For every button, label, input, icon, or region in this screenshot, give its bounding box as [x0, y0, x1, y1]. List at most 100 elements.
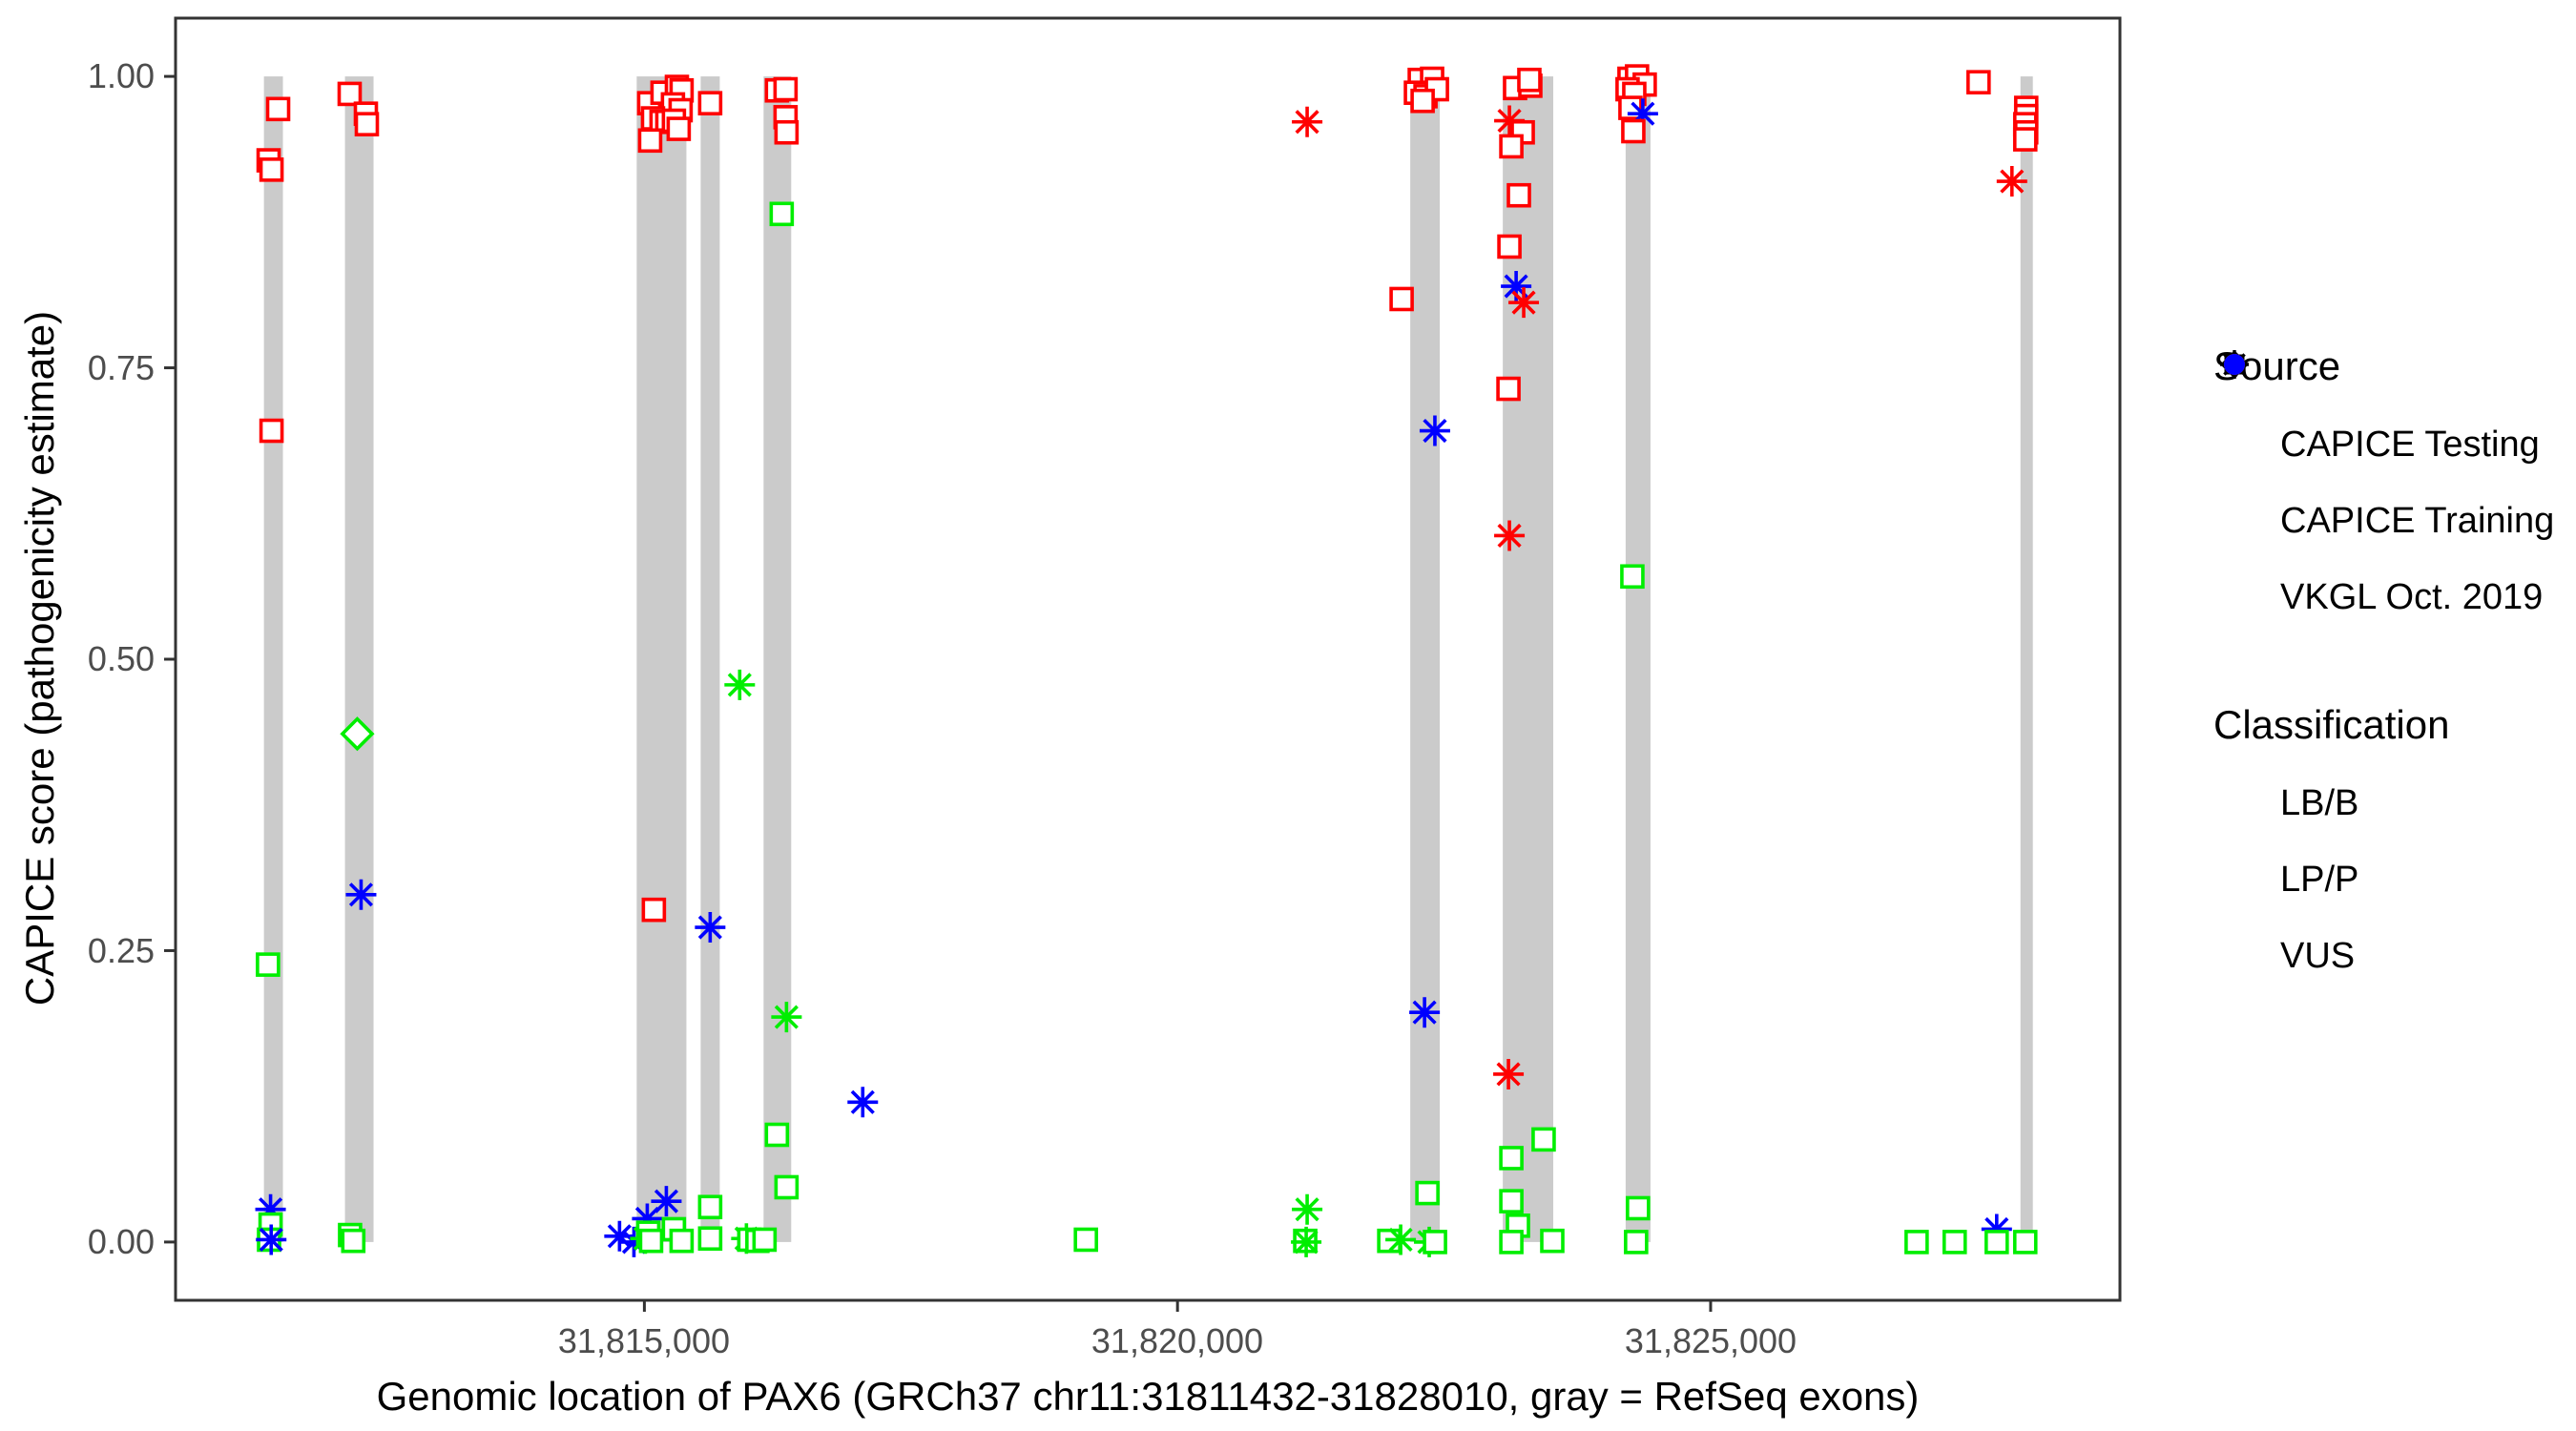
legend-item-capice-testing: CAPICE Testing	[2213, 350, 2566, 483]
data-point-diamond	[340, 716, 375, 752]
legend-item-label: CAPICE Testing	[2280, 424, 2540, 465]
data-point-asterisk	[695, 912, 726, 944]
exon-bar	[763, 76, 792, 1242]
data-point-square	[1497, 234, 1522, 259]
x-tick-label: 31,820,000	[1091, 1321, 1264, 1360]
data-point-square	[341, 1228, 366, 1254]
data-point-square	[697, 1226, 723, 1252]
data-point-asterisk	[255, 1193, 286, 1225]
data-point-square	[1984, 1230, 2009, 1255]
data-point-square	[2012, 1230, 2038, 1255]
data-point-square	[1620, 564, 1645, 590]
data-point-square	[1966, 70, 1991, 94]
exon-bar	[2020, 76, 2033, 1242]
legend-item-vkgl: VKGL Oct. 2019	[2213, 350, 2566, 635]
data-point-square	[1499, 1146, 1524, 1171]
data-point-square	[1423, 1230, 1447, 1255]
legend-item-lpp: LP/P	[2213, 354, 2566, 918]
data-point-asterisk	[847, 1087, 879, 1118]
data-point-square	[1506, 182, 1531, 208]
data-point-asterisk	[1291, 1226, 1322, 1257]
data-point-asterisk	[771, 1002, 802, 1033]
y-tick-label: 0.25	[87, 931, 155, 970]
data-point-asterisk	[1508, 287, 1540, 319]
data-point-square	[774, 119, 800, 145]
y-tick-label: 0.50	[87, 639, 155, 678]
y-tick-label: 1.00	[87, 56, 155, 95]
data-point-square	[773, 76, 799, 102]
data-point-square	[259, 157, 284, 182]
data-point-asterisk	[604, 1220, 635, 1252]
x-tick-label: 31,825,000	[1624, 1321, 1797, 1360]
data-point-square	[1904, 1230, 1929, 1255]
axis-ticks	[164, 74, 1713, 1312]
data-point-asterisk	[1385, 1224, 1417, 1255]
legend: Source CAPICE Testing CAPICE Training VK…	[2213, 343, 2566, 994]
data-point-square	[259, 418, 284, 444]
data-point-square	[2012, 127, 2038, 152]
legend-item-capice-training: CAPICE Training	[2213, 354, 2566, 559]
data-point-asterisk	[1501, 271, 1532, 302]
legend-item-lbb: LB/B	[2213, 354, 2566, 841]
data-point-square	[697, 91, 723, 115]
y-tick-label: 0.75	[87, 348, 155, 387]
data-point-square	[669, 1228, 695, 1254]
panel-border	[174, 16, 2122, 1302]
exon-bar	[1625, 76, 1651, 1242]
data-point-asterisk	[1494, 105, 1526, 136]
legend-item-label: VUS	[2280, 935, 2356, 976]
data-point-square	[337, 81, 363, 107]
exon-bar	[1503, 76, 1554, 1242]
data-point-square	[1499, 1230, 1524, 1255]
legend-item-vus: VUS	[2213, 354, 2566, 994]
x-axis-title: Genomic location of PAX6 (GRCh37 chr11:3…	[376, 1374, 1920, 1419]
legend-item-label: LP/P	[2280, 859, 2359, 900]
data-point-square	[1942, 1230, 1967, 1255]
data-point-square	[354, 112, 380, 136]
exon-bar	[1410, 76, 1441, 1242]
data-point-square	[1540, 1228, 1565, 1254]
exon-bars-layer	[263, 76, 2033, 1242]
data-point-square	[1499, 1189, 1524, 1213]
exon-bar	[636, 76, 687, 1242]
data-point-square	[1499, 134, 1524, 159]
data-point-asterisk	[345, 879, 377, 910]
data-point-square	[638, 1228, 664, 1254]
data-point-square	[1517, 67, 1542, 93]
data-point-asterisk	[1981, 1213, 2012, 1245]
data-point-asterisk	[1627, 98, 1658, 130]
data-point-square	[1626, 1195, 1651, 1221]
data-point-square	[1410, 88, 1435, 114]
data-point-square	[1496, 376, 1521, 402]
points-layer	[255, 64, 2039, 1257]
data-point-square	[256, 952, 280, 977]
data-point-square	[774, 1174, 800, 1200]
data-point-square	[637, 128, 663, 154]
data-point-asterisk	[651, 1186, 682, 1217]
legend-item-label: CAPICE Training	[2280, 500, 2555, 541]
data-point-square	[1624, 1230, 1649, 1255]
data-point-square	[1073, 1227, 1098, 1253]
data-point-square	[641, 897, 667, 923]
data-point-square	[1531, 1127, 1556, 1152]
data-point-square	[752, 1227, 778, 1253]
data-point-asterisk	[1419, 415, 1450, 446]
data-point-asterisk	[1292, 106, 1323, 137]
data-point-asterisk	[1292, 1193, 1323, 1225]
data-point-asterisk	[1494, 520, 1526, 551]
data-point-square	[1389, 286, 1414, 312]
data-point-square	[697, 1194, 723, 1220]
y-axis-title: CAPICE score (pathogenicity estimate)	[17, 310, 62, 1006]
exon-bar	[344, 76, 374, 1242]
data-point-asterisk	[256, 1224, 287, 1255]
legend-item-label: VKGL Oct. 2019	[2280, 576, 2544, 617]
y-tick-label: 0.00	[87, 1222, 155, 1261]
legend-item-label: LB/B	[2280, 782, 2359, 823]
data-point-asterisk	[724, 669, 756, 700]
data-point-asterisk	[618, 1226, 650, 1257]
data-point-square	[1415, 1180, 1440, 1206]
legend-classification-title: Classification	[2213, 702, 2450, 747]
exon-bar	[263, 76, 283, 1242]
